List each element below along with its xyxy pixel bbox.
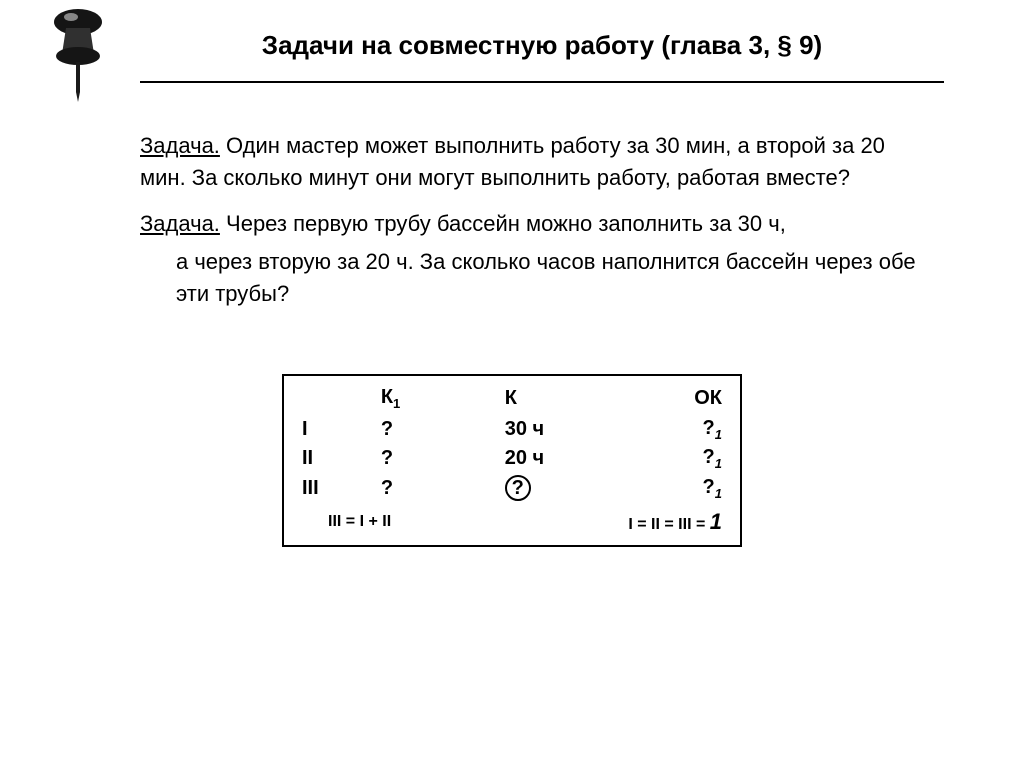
page-title: Задачи на совместную работу (глава 3, § … xyxy=(140,30,944,75)
header-k1-sub: 1 xyxy=(393,396,400,411)
row3-ok-q: ? xyxy=(703,476,715,498)
row3-ok-sub: 1 xyxy=(715,486,722,501)
row1-ok-sub: 1 xyxy=(715,427,722,442)
problem-2-text-b: а через вторую за 20 ч. За сколько часов… xyxy=(140,246,934,310)
row-label-1: I xyxy=(298,415,377,444)
work-table: К1 К ОК I ? 30 ч ?1 II ? 20 ч ?1 xyxy=(282,374,742,547)
table-row: I ? 30 ч ?1 xyxy=(298,415,726,444)
row2-k: 20 ч xyxy=(501,444,625,473)
header-ok: ОК xyxy=(625,384,726,415)
footer-right-prefix: I = II = III = xyxy=(628,516,709,533)
row1-k1: ? xyxy=(377,415,501,444)
row2-ok-q: ? xyxy=(703,446,715,468)
problem-2-text-a: Через первую трубу бассейн можно заполни… xyxy=(226,211,786,236)
row1-k: 30 ч xyxy=(501,415,625,444)
table-row: II ? 20 ч ?1 xyxy=(298,444,726,473)
table-row: III ? ? ?1 xyxy=(298,473,726,503)
table-header-row: К1 К ОК xyxy=(298,384,726,415)
row1-ok-q: ? xyxy=(703,417,715,439)
footer-right-value: 1 xyxy=(710,509,722,534)
footer-left: III = I + II xyxy=(298,503,501,537)
title-underline xyxy=(140,81,944,83)
row3-k1: ? xyxy=(377,473,501,503)
problem-1-text: Один мастер может выполнить работу за 30… xyxy=(140,133,885,190)
problem-label-2: Задача. xyxy=(140,211,220,236)
row3-k-circled: ? xyxy=(505,475,531,501)
row2-k1: ? xyxy=(377,444,501,473)
row2-ok-sub: 1 xyxy=(715,456,722,471)
problem-label-1: Задача. xyxy=(140,133,220,158)
row-label-2: II xyxy=(298,444,377,473)
row-label-3: III xyxy=(298,473,377,503)
header-k: К xyxy=(501,384,625,415)
table-footer-row: III = I + II I = II = III = 1 xyxy=(298,503,726,537)
header-k1: К xyxy=(381,386,393,408)
pushpin-icon xyxy=(44,6,124,106)
